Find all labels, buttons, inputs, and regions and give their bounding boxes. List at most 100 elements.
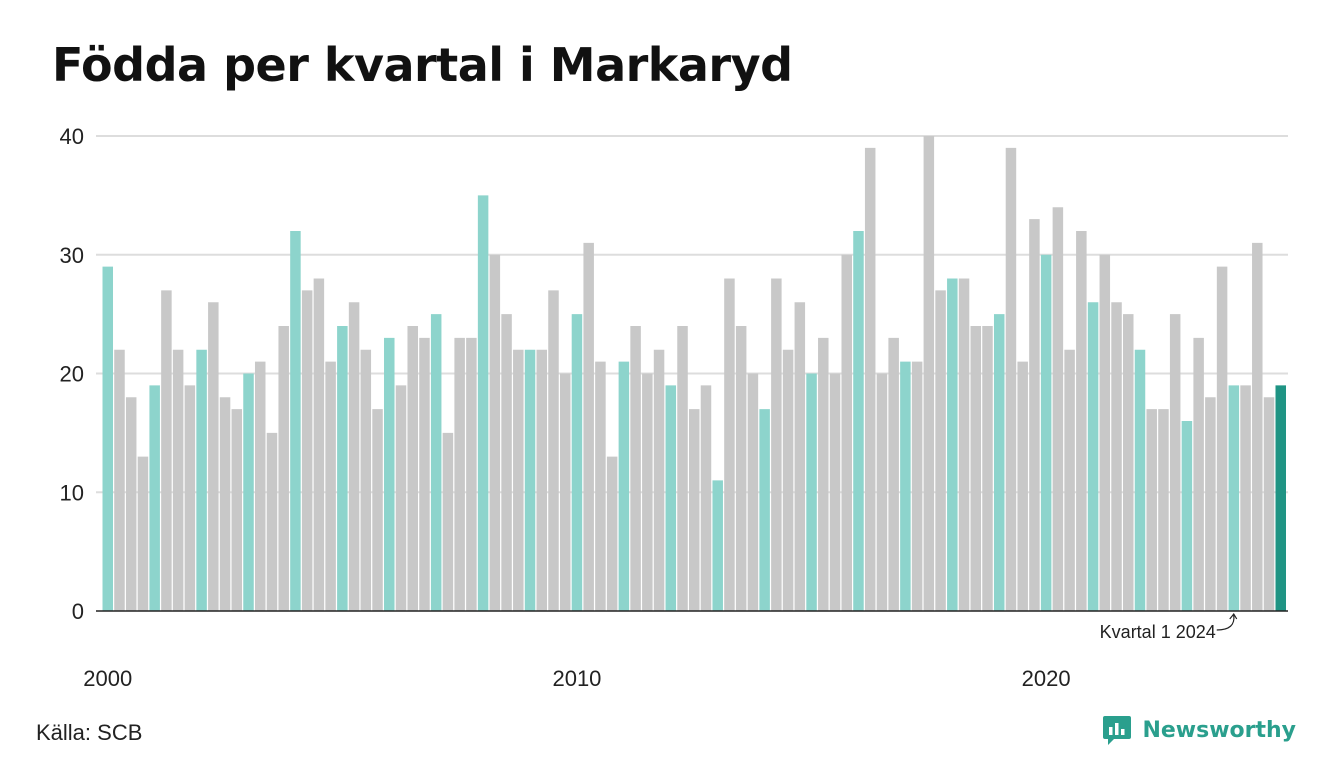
bar <box>501 314 512 611</box>
bar <box>876 373 888 611</box>
bar <box>419 337 430 611</box>
bar <box>947 278 958 611</box>
bar <box>337 326 348 611</box>
bar <box>606 456 618 611</box>
bar <box>395 385 407 611</box>
chart-title: Födda per kvartal i Markaryd <box>52 38 793 92</box>
bar <box>1275 385 1286 611</box>
latest-annotation: Kvartal 1 2024 <box>1100 612 1238 642</box>
bar <box>1193 337 1204 611</box>
bar <box>1181 421 1193 611</box>
bar <box>1134 349 1146 611</box>
bar <box>301 290 313 611</box>
bar <box>759 409 770 611</box>
bar <box>243 373 254 611</box>
bar <box>747 373 759 611</box>
bar <box>595 361 606 611</box>
bar <box>1146 409 1157 611</box>
bar <box>853 231 864 611</box>
bar <box>794 302 806 611</box>
y-tick-label: 30 <box>60 243 84 268</box>
bar <box>771 278 782 611</box>
bar <box>137 456 149 611</box>
y-tick-label: 10 <box>60 480 84 505</box>
bar <box>864 147 876 611</box>
bar <box>196 349 207 611</box>
bar <box>1216 266 1228 611</box>
bar <box>1064 349 1075 611</box>
bar <box>735 326 747 611</box>
bar <box>278 326 289 611</box>
annotation-label: Kvartal 1 2024 <box>1100 622 1216 642</box>
y-tick-label: 0 <box>72 599 84 624</box>
bar <box>513 349 524 611</box>
bar <box>477 195 489 611</box>
bar <box>1099 254 1111 611</box>
bar <box>958 278 970 611</box>
brand-logo[interactable]: Newsworthy <box>1102 714 1296 746</box>
bar <box>653 349 665 611</box>
bar <box>1158 409 1169 611</box>
bar <box>1228 385 1240 611</box>
brand-name: Newsworthy <box>1142 717 1296 743</box>
bar <box>677 326 688 611</box>
bar <box>935 290 946 611</box>
bar <box>1076 231 1087 611</box>
bar <box>219 397 231 611</box>
bar <box>993 314 1005 611</box>
bar <box>829 373 841 611</box>
bar <box>571 314 583 611</box>
bar <box>970 326 982 611</box>
bar <box>102 266 113 611</box>
bar <box>266 432 278 611</box>
bar <box>536 349 548 611</box>
bar <box>325 361 336 611</box>
bar <box>689 409 700 611</box>
newsworthy-logo-icon <box>1103 716 1132 745</box>
bar <box>172 349 184 611</box>
bar <box>982 326 993 611</box>
bar <box>1087 302 1099 611</box>
bar <box>583 242 594 611</box>
bars <box>102 136 1286 611</box>
bar <box>489 254 501 611</box>
bar <box>923 136 935 611</box>
bar <box>900 361 911 611</box>
bar <box>1005 147 1017 611</box>
bar <box>208 302 219 611</box>
bar <box>888 337 899 611</box>
bar <box>1029 219 1040 611</box>
bar <box>642 373 653 611</box>
bar <box>442 432 454 611</box>
bar <box>818 337 829 611</box>
bar <box>466 337 477 611</box>
y-axis-ticks: 0 10 20 30 40 <box>60 124 84 624</box>
annotation-arrow <box>1216 612 1238 631</box>
bar <box>125 397 137 611</box>
bar <box>231 409 243 611</box>
bar <box>1240 385 1251 611</box>
bar <box>360 349 372 611</box>
x-tick-label: 2020 <box>1022 666 1071 691</box>
bar <box>524 349 536 611</box>
x-tick-label: 2010 <box>552 666 601 691</box>
y-tick-label: 20 <box>60 362 84 387</box>
x-axis-ticks: 2000 2010 2020 <box>83 666 1070 691</box>
bar <box>1040 254 1052 611</box>
bar <box>430 314 442 611</box>
bar <box>149 385 160 611</box>
bar <box>911 361 923 611</box>
bar <box>1263 397 1275 611</box>
bar <box>559 373 571 611</box>
bar <box>618 361 630 611</box>
bar <box>407 326 418 611</box>
source-label: Källa: SCB <box>36 720 143 745</box>
bar <box>841 254 852 611</box>
bar <box>712 480 723 611</box>
bar <box>184 385 196 611</box>
bar <box>1017 361 1028 611</box>
bar <box>782 349 794 611</box>
bar <box>548 290 559 611</box>
bar <box>700 385 712 611</box>
